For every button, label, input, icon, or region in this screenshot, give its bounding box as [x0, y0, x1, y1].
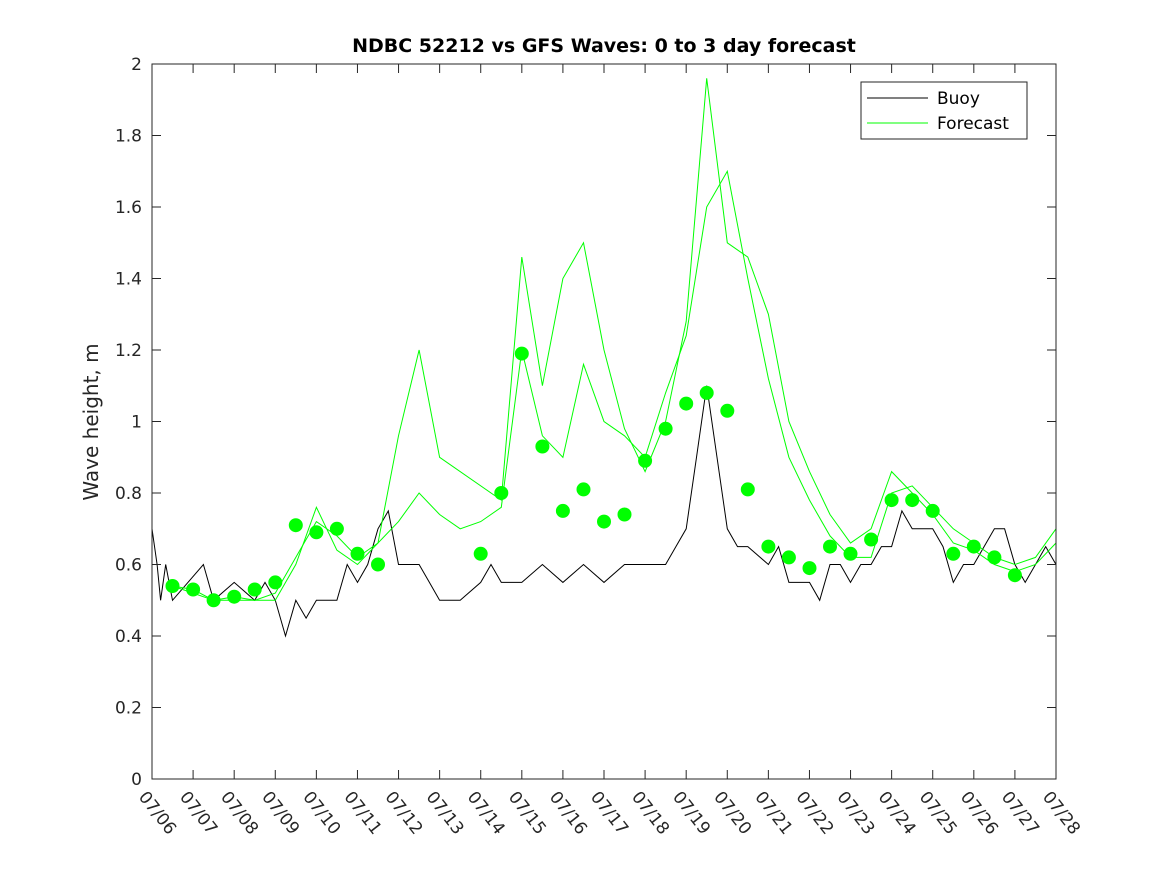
forecast-marker: [535, 439, 550, 454]
plot-area: [151, 78, 1057, 638]
forecast-marker: [823, 539, 837, 554]
y-tick-label: 1.8: [115, 127, 142, 147]
forecast-marker: [925, 503, 940, 518]
legend-box: [860, 81, 1028, 140]
y-axis-label: Wave height, m: [79, 343, 103, 500]
forecast-marker: [679, 396, 694, 411]
forecast-marker: [494, 486, 509, 500]
y-tick-label: 0.6: [115, 556, 142, 576]
forecast-marker: [576, 482, 591, 497]
forecast-marker: [206, 593, 221, 608]
forecast-marker: [309, 525, 324, 540]
y-tick-label: 0: [131, 770, 142, 790]
forecast-marker: [473, 546, 488, 561]
forecast-marker: [761, 539, 776, 554]
forecast-marker: [165, 579, 180, 593]
forecast-marker: [864, 532, 879, 547]
forecast-marker: [329, 521, 344, 536]
forecast-marker: [288, 518, 303, 533]
forecast-marker: [905, 493, 920, 508]
forecast-line: [172, 169, 1057, 601]
forecast-marker: [555, 503, 570, 518]
forecast-marker: [350, 546, 365, 561]
y-tick-label: 1.6: [115, 198, 142, 218]
buoy-line: [151, 385, 1057, 638]
forecast-marker: [247, 582, 262, 597]
y-tick-label: 0.2: [115, 699, 142, 719]
forecast-marker: [597, 514, 611, 529]
forecast-marker: [781, 550, 796, 565]
forecast-marker: [514, 346, 529, 361]
forecast-marker: [699, 385, 714, 400]
legend: Buoy Forecast: [860, 81, 1028, 140]
y-tick-label: 1.4: [115, 270, 142, 290]
chart-title: NDBC 52212 vs GFS Waves: 0 to 3 day fore…: [352, 35, 856, 57]
y-tick-label: 0.8: [115, 484, 142, 504]
forecast-marker: [268, 575, 283, 590]
legend-label-buoy: Buoy: [937, 89, 980, 109]
y-tick-label: 1: [131, 413, 142, 433]
forecast-marker: [987, 550, 1002, 565]
forecast-marker: [740, 482, 755, 497]
legend-label-forecast: Forecast: [937, 114, 1009, 134]
forecast-marker: [658, 421, 673, 436]
forecast-marker: [371, 557, 385, 572]
forecast-marker: [843, 546, 858, 561]
forecast-marker: [720, 403, 735, 418]
forecast-marker: [884, 493, 899, 508]
forecast-marker: [638, 453, 653, 468]
y-tick-label: 0.4: [115, 627, 142, 647]
forecast-marker: [227, 589, 242, 604]
forecast-marker: [1007, 568, 1022, 583]
forecast-marker: [946, 546, 961, 561]
forecast-marker: [617, 507, 632, 522]
forecast-marker: [966, 539, 981, 554]
y-tick-label: 1.2: [115, 341, 142, 361]
y-tick-label: 2: [131, 55, 142, 75]
forecast-marker: [802, 561, 817, 576]
forecast-marker: [186, 582, 201, 597]
